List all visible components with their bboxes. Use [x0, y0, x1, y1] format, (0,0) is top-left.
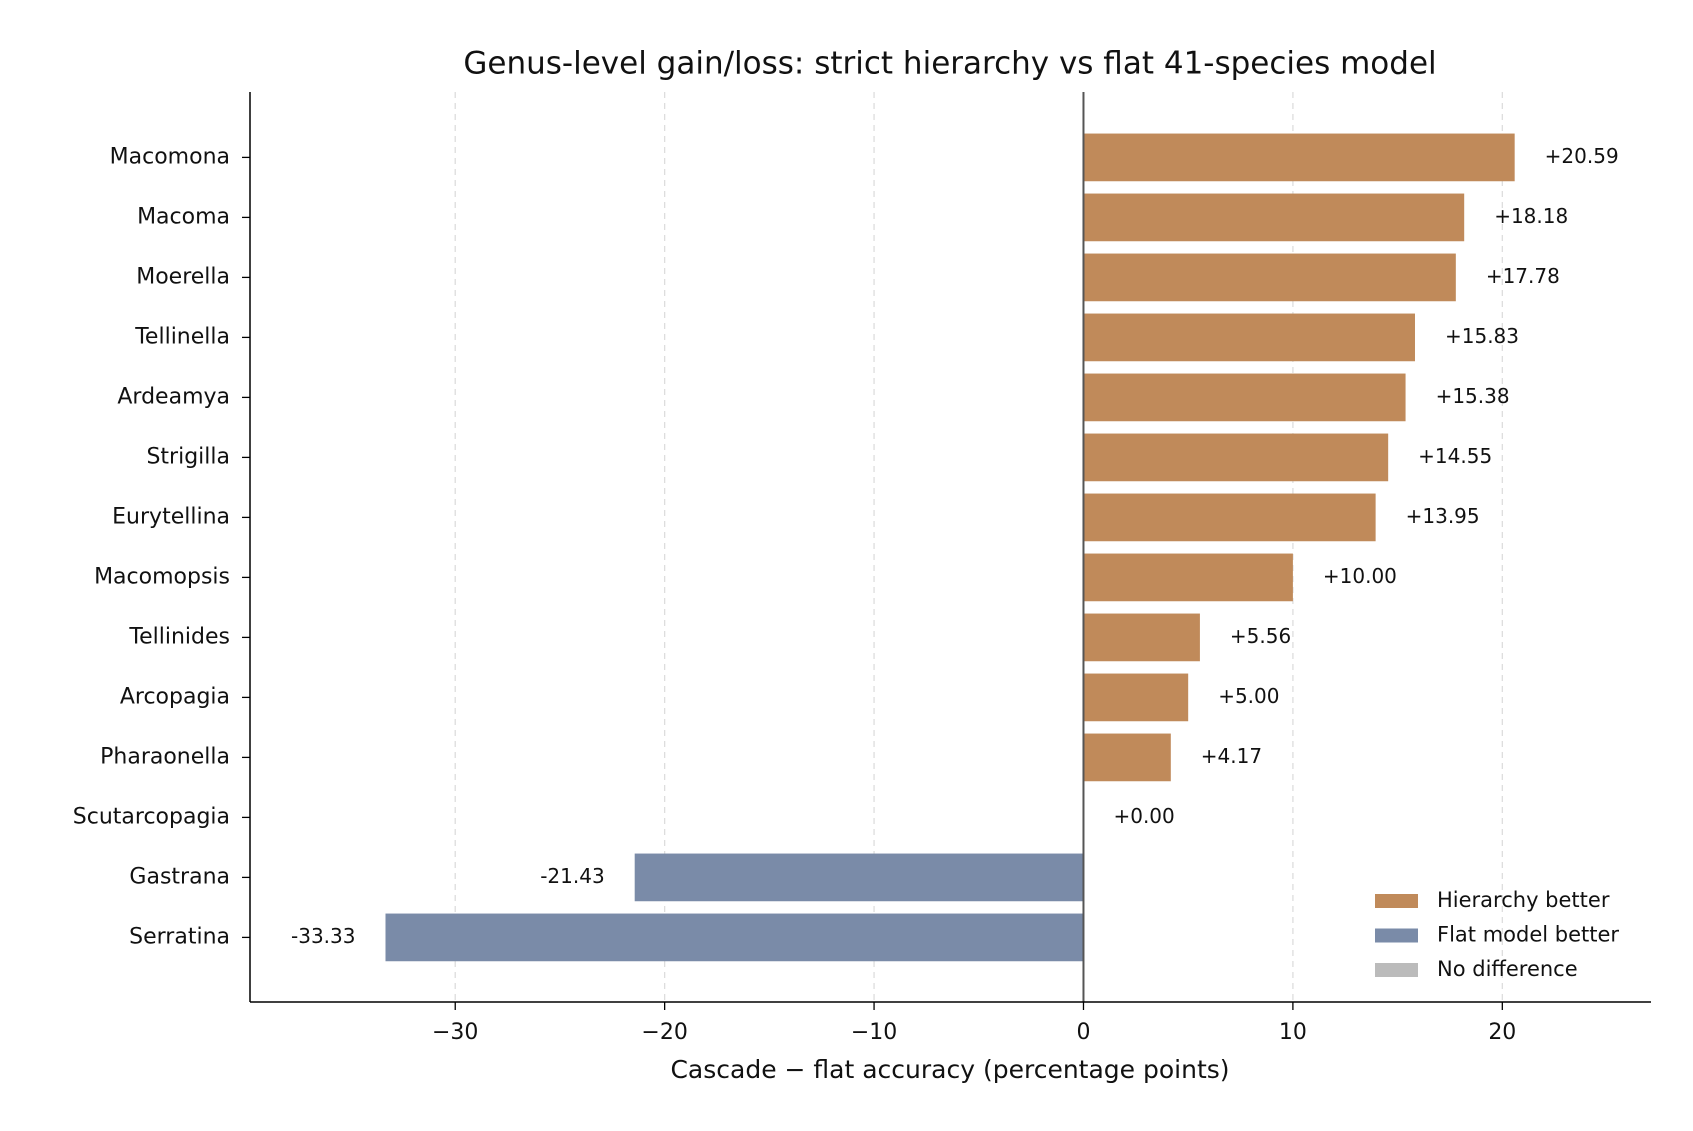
value-label: +15.38	[1436, 384, 1510, 408]
legend-swatch	[1375, 928, 1418, 943]
legend-label: Flat model better	[1437, 923, 1619, 947]
value-label: +5.56	[1230, 624, 1291, 648]
x-tick-label: −30	[432, 1020, 478, 1045]
value-label: +13.95	[1406, 504, 1480, 528]
y-tick-label: Gastrana	[129, 864, 230, 889]
y-tick-label: Moerella	[136, 264, 230, 289]
value-label: +20.59	[1545, 144, 1619, 168]
x-tick-label: −20	[641, 1020, 687, 1045]
value-label: -33.33	[291, 924, 355, 948]
bar	[1083, 673, 1189, 722]
bar	[1083, 133, 1515, 182]
y-tick-label: Ardeamya	[117, 384, 230, 409]
value-label: +10.00	[1323, 564, 1397, 588]
y-tick-label: Macomopsis	[94, 564, 230, 589]
legend-swatch	[1375, 963, 1418, 977]
x-axis-label: Cascade − flat accuracy (percentage poin…	[670, 1055, 1229, 1084]
bar	[1083, 553, 1293, 602]
legend-swatch	[1375, 894, 1418, 908]
x-tick-label: 20	[1488, 1020, 1516, 1045]
y-tick-label: Strigilla	[146, 444, 230, 469]
y-tick-label: Serratina	[129, 924, 230, 949]
bar	[1083, 613, 1200, 662]
y-tick-label: Eurytellina	[112, 504, 230, 529]
value-label: +15.83	[1445, 324, 1519, 348]
bar	[1083, 253, 1456, 302]
value-label: +5.00	[1218, 684, 1279, 708]
value-label: +18.18	[1494, 204, 1568, 228]
bar	[634, 853, 1084, 902]
value-label: -21.43	[540, 864, 604, 888]
x-tick-label: −10	[851, 1020, 897, 1045]
x-tick-label: 0	[1076, 1020, 1090, 1045]
chart-title: Genus-level gain/loss: strict hierarchy …	[463, 46, 1436, 82]
bar	[1083, 433, 1389, 482]
bar	[1083, 193, 1465, 242]
y-tick-label: Tellinella	[134, 324, 230, 349]
bar	[1083, 733, 1171, 782]
x-tick-label: 10	[1279, 1020, 1307, 1045]
y-tick-label: Arcopagia	[120, 684, 230, 709]
y-tick-label: Tellinides	[128, 624, 230, 649]
value-label: +4.17	[1201, 744, 1262, 768]
y-tick-label: Macoma	[137, 204, 230, 229]
legend-label: No difference	[1437, 957, 1578, 981]
bar	[1083, 373, 1406, 422]
y-tick-label: Scutarcopagia	[73, 804, 230, 829]
bar	[1083, 313, 1415, 362]
y-tick-label: Pharaonella	[100, 744, 230, 769]
bar	[385, 913, 1084, 962]
value-label: +14.55	[1418, 444, 1492, 468]
bar	[1083, 493, 1376, 542]
value-label: +17.78	[1486, 264, 1560, 288]
y-tick-label: Macomona	[110, 144, 230, 169]
value-label: +0.00	[1113, 804, 1174, 828]
legend-label: Hierarchy better	[1437, 888, 1610, 912]
